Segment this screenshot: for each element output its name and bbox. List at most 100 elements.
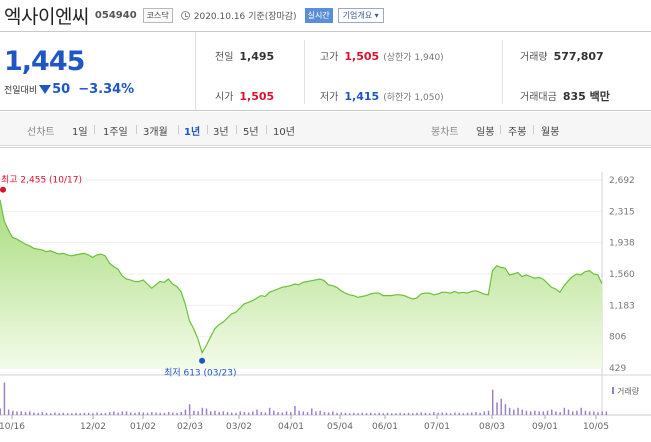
volume-bar: [407, 412, 410, 415]
volume-bar: [416, 412, 418, 415]
volume-bar: [172, 412, 174, 415]
y-axis-labels: 2,692 2,315 1,938 1,560 1,183 806 429: [609, 176, 635, 374]
volume-bar: [479, 412, 481, 415]
volume-bar: [365, 413, 368, 415]
company-info-button[interactable]: 기업개요 ▾: [337, 8, 384, 23]
volume-bar: [302, 411, 305, 415]
volume-bar: [121, 411, 124, 415]
volume-bar: [567, 409, 570, 415]
volume-bar: [79, 413, 81, 415]
volume-bar: [176, 412, 178, 415]
volume-bar: [437, 412, 439, 415]
volume-bar: [424, 412, 427, 415]
volume-bar: [353, 412, 355, 415]
volume-bar: [260, 412, 262, 415]
volume-bar: [492, 389, 494, 415]
open-value: 1,505: [239, 90, 275, 103]
volume-bar: [336, 412, 338, 415]
volume-bar: [420, 412, 422, 415]
period-1d[interactable]: 1일: [72, 127, 88, 138]
volume-bar: [382, 413, 385, 415]
volume-bar: [33, 412, 35, 415]
volume-bar: [87, 412, 90, 415]
price-chart[interactable]: 2,692 2,315 1,938 1,560 1,183 806 429 최고 2,455…: [0, 147, 651, 442]
x-tick-label: 04/01: [278, 422, 304, 432]
stock-header: 엑사이엔씨 054940 코스닥 2020.10.16 기준(장마감) 실시간 …: [0, 0, 651, 31]
volume-bar: [412, 413, 414, 415]
volume-bar: [399, 412, 401, 415]
market-badge: 코스닥: [142, 8, 173, 23]
y-tick-label: 1,938: [609, 239, 635, 249]
volume-bar: [327, 412, 330, 415]
period-5y[interactable]: 5년: [243, 127, 259, 138]
volume-bar: [487, 410, 490, 415]
volume-bar: [445, 412, 448, 415]
volume-bar: [29, 411, 31, 415]
period-divider: [266, 125, 267, 134]
volume-bar: [584, 410, 587, 415]
volume-bar: [332, 411, 334, 415]
volume-bar: [348, 413, 351, 415]
volume-bar: [222, 411, 225, 415]
price-info-panel: 1,445 전일대비 50 −3.34% 전일 1,495 시가 1,505 고…: [0, 31, 651, 111]
volume-bar: [197, 411, 199, 415]
realtime-button[interactable]: 실시간: [304, 8, 333, 23]
volume-bar: [12, 410, 14, 415]
low-cell: 저가 1,415 (하한가 1,050): [320, 88, 444, 103]
period-1y[interactable]: 1년: [184, 127, 201, 138]
open-label: 시가: [215, 92, 234, 103]
current-price: 1,445: [4, 46, 85, 77]
x-tick-label: 10/05: [583, 422, 609, 432]
chart-period-bar: 선차트 1일 1주일 3개월 1년 3년 5년 10년 봉차트 일봉 주봉 월봉: [0, 112, 651, 146]
volume-bar: [521, 409, 523, 415]
high-annotation: 최고 2,455 (10/17): [1, 175, 82, 186]
y-tick-label: 1,560: [609, 270, 635, 280]
volume-bar: [298, 410, 300, 415]
volume-bar: [572, 411, 574, 415]
x-tick-label: 07/01: [424, 422, 450, 432]
candle-daily[interactable]: 일봉: [476, 127, 495, 138]
volume-bar: [24, 412, 27, 415]
period-1w[interactable]: 1주일: [103, 127, 128, 138]
volume-bar: [239, 411, 241, 415]
volume-bar: [378, 412, 380, 415]
volume-bar: [37, 412, 39, 415]
x-tick-label: 08/03: [479, 422, 505, 432]
trade-value-cell: 거래대금 835 백만: [520, 88, 610, 104]
period-10y[interactable]: 10년: [273, 127, 295, 138]
volume-bar: [361, 412, 363, 415]
volume-bar: [605, 411, 608, 415]
volume-bar: [134, 412, 136, 415]
y-tick-label: 2,692: [609, 176, 635, 186]
period-3m[interactable]: 3개월: [143, 127, 168, 138]
volume-bar: [180, 412, 182, 415]
volume-bar: [290, 412, 292, 415]
period-divider: [533, 125, 534, 134]
change-label: 전일대비: [4, 86, 38, 96]
volume-bar: [517, 407, 519, 415]
volume-bar: [184, 409, 187, 415]
volume-bar: [546, 410, 549, 415]
volume-bar: [155, 412, 157, 415]
candle-monthly[interactable]: 월봉: [541, 127, 560, 138]
volume-bar: [475, 412, 477, 415]
volume-bar: [138, 412, 140, 415]
volume-bar: [146, 412, 149, 415]
volume-bar: [504, 404, 507, 415]
volume-bar: [277, 412, 279, 415]
volume-bar: [441, 412, 443, 415]
volume-bar: [513, 409, 515, 415]
volume-bar: [340, 412, 342, 415]
volume-legend: 거래량: [617, 386, 640, 396]
candle-weekly[interactable]: 주봉: [508, 127, 527, 138]
period-3y[interactable]: 3년: [213, 127, 229, 138]
volume-bar: [130, 412, 132, 415]
volume-bar: [75, 412, 77, 415]
volume-bar: [555, 411, 557, 415]
volume-bar: [247, 412, 250, 415]
volume-bar: [214, 410, 216, 415]
volume-bar: [538, 411, 540, 415]
volume-bar: [576, 410, 578, 415]
volume-bar: [403, 413, 406, 415]
x-tick-label: 12/02: [80, 422, 106, 432]
